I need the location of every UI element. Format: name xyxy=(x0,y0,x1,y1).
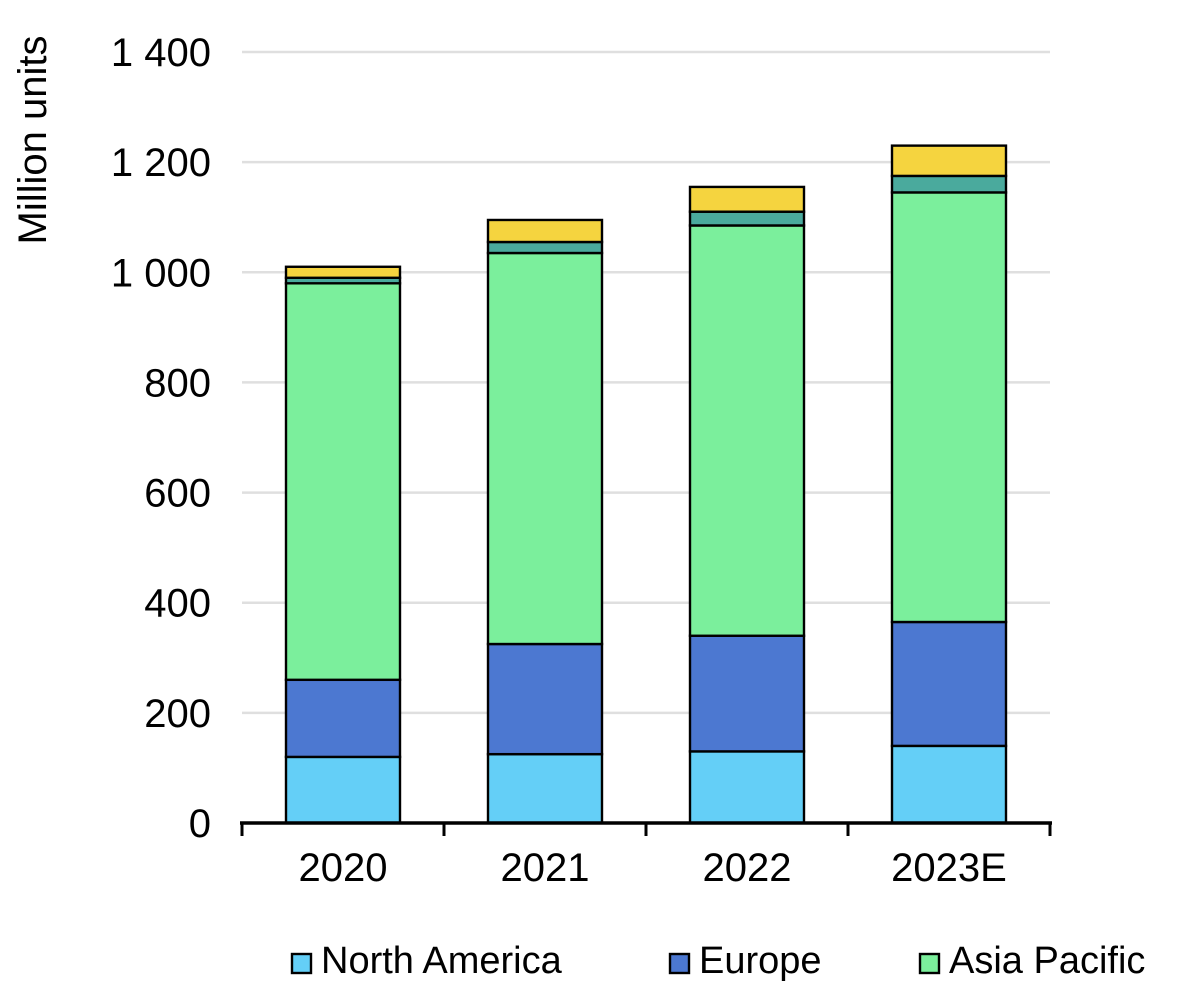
bar-segment-2022-unlabeled-segment-yellow xyxy=(688,185,806,213)
bar-segment-2022-europe xyxy=(688,634,806,753)
bar-segment-2021-north-america xyxy=(486,752,604,825)
bar-segment-2023e-unlabeled-segment-teal xyxy=(890,174,1008,194)
x-tick-label-2020: 2020 xyxy=(299,846,388,890)
legend-label-europe: Europe xyxy=(699,940,822,982)
bar-segment-2021-unlabeled-segment-teal xyxy=(486,240,604,255)
bar-segment-2022-north-america xyxy=(688,750,806,825)
bar-segment-2020-unlabeled-segment-yellow xyxy=(284,265,402,279)
y-axis-title: Million units xyxy=(11,36,55,245)
bar-segment-2023e-asia-pacific xyxy=(890,191,1008,624)
legend-swatch-north-america xyxy=(290,952,313,975)
y-tick-label-1000: 1 000 xyxy=(111,251,211,295)
y-tick-label-400: 400 xyxy=(144,582,211,626)
y-tick-label-1200: 1 200 xyxy=(111,141,211,185)
bar-segment-2020-asia-pacific xyxy=(284,282,402,682)
y-tick-label-800: 800 xyxy=(144,361,211,405)
legend: North America Europe Asia Pacific xyxy=(290,940,1145,982)
legend-label-asia-pacific: Asia Pacific xyxy=(949,940,1145,982)
y-tick-label-600: 600 xyxy=(144,472,211,516)
legend-item-asia-pacific: Asia Pacific xyxy=(918,940,1145,982)
bar-segment-2023e-north-america xyxy=(890,744,1008,825)
legend-swatch-asia-pacific xyxy=(918,952,941,975)
bar-segment-2023e-unlabeled-segment-yellow xyxy=(890,144,1008,178)
bar-segment-2023e-europe xyxy=(890,620,1008,748)
x-tick-label-2021: 2021 xyxy=(501,846,590,890)
y-tick-label-200: 200 xyxy=(144,692,211,736)
y-tick-label-0: 0 xyxy=(189,802,211,846)
bar-segment-2022-unlabeled-segment-teal xyxy=(688,210,806,227)
bar-segment-2021-unlabeled-segment-yellow xyxy=(486,218,604,244)
legend-swatch-europe xyxy=(668,952,691,975)
legend-label-north-america: North America xyxy=(321,940,563,982)
bar-segment-2020-north-america xyxy=(284,755,402,825)
x-tick-label-2023e: 2023E xyxy=(891,846,1007,890)
legend-item-north-america: North America xyxy=(290,940,563,982)
bar-segment-2021-europe xyxy=(486,642,604,756)
bar-segment-2022-asia-pacific xyxy=(688,224,806,637)
bar-segment-2021-asia-pacific xyxy=(486,251,604,646)
bar-segment-2020-europe xyxy=(284,678,402,759)
y-tick-label-1400: 1 400 xyxy=(111,31,211,75)
x-tick-label-2022: 2022 xyxy=(703,846,792,890)
legend-item-europe: Europe xyxy=(668,940,822,982)
